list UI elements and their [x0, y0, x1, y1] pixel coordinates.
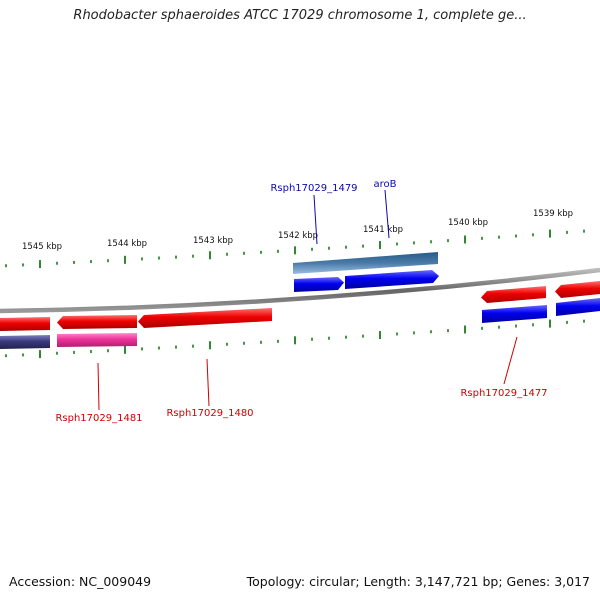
gene-feature-left-partial-purple[interactable]: [0, 335, 50, 349]
gene-feature-rsph17029-1477-blue[interactable]: [482, 305, 547, 323]
gene-arrow-rsph17029-1480[interactable]: [138, 308, 272, 328]
upper-tick-row: [5, 229, 585, 269]
leader-rsph17029-1477: [503, 336, 518, 385]
genome-summary-text: Topology: circular; Length: 3,147,721 bp…: [246, 574, 590, 589]
gene-label-rsph17029-1481[interactable]: Rsph17029_1481: [55, 413, 142, 424]
ruler-label-1544: 1544 kbp: [107, 239, 147, 249]
leader-rsph17029-1479: [313, 194, 318, 245]
gene-arrow-rsph17029-1477[interactable]: [481, 286, 546, 303]
ruler-label-1543: 1543 kbp: [193, 236, 233, 246]
ruler-label-1540: 1540 kbp: [448, 218, 488, 228]
gene-arrow-arob[interactable]: [345, 270, 439, 289]
gene-feature-rsph17029-1481-pink[interactable]: [57, 333, 137, 347]
gene-arrow-rsph17029-1481[interactable]: [57, 315, 137, 329]
ruler-label-1539: 1539 kbp: [533, 209, 573, 219]
ruler-label-1545: 1545 kbp: [22, 242, 62, 252]
gene-arrow-rsph17029-1479[interactable]: [294, 277, 344, 292]
lower-tick-row: [5, 319, 585, 359]
gene-arrow-left-partial[interactable]: [0, 317, 50, 331]
ruler-label-1542: 1542 kbp: [278, 231, 318, 241]
leader-rsph17029-1480: [206, 358, 210, 407]
map-title: Rhodobacter sphaeroides ATCC 17029 chrom…: [73, 8, 527, 23]
leader-arob: [384, 189, 390, 239]
leader-rsph17029-1481: [97, 362, 100, 411]
gene-feature-rsph17029-1479-band[interactable]: [293, 252, 438, 274]
chromosome-backbone: [0, 267, 600, 314]
gene-arrow-right-partial[interactable]: [555, 281, 600, 298]
accession-text: Accession: NC_009049: [9, 574, 152, 589]
gene-label-rsph17029-1479[interactable]: Rsph17029_1479: [270, 183, 357, 194]
gene-label-rsph17029-1480[interactable]: Rsph17029_1480: [166, 408, 253, 419]
ruler-label-1541: 1541 kbp: [363, 225, 403, 235]
gene-feature-right-partial-blue[interactable]: [556, 298, 600, 316]
gene-label-arob[interactable]: aroB: [374, 179, 397, 190]
gene-label-rsph17029-1477[interactable]: Rsph17029_1477: [460, 388, 547, 399]
ruler-labels: 1545 kbp 1544 kbp 1543 kbp 1542 kbp 1541…: [22, 209, 573, 252]
